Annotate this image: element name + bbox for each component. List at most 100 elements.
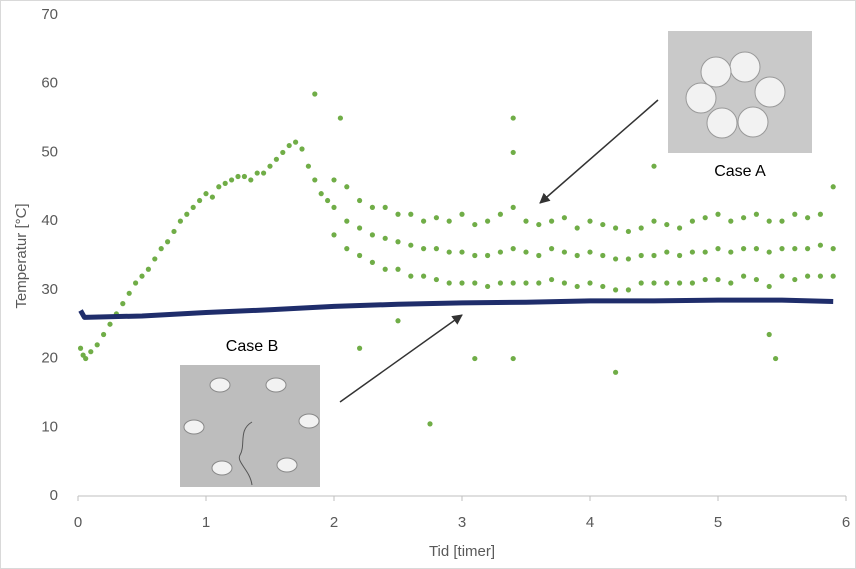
arrow xyxy=(339,314,463,403)
point xyxy=(753,246,760,252)
point xyxy=(817,273,824,279)
point xyxy=(171,228,177,235)
point xyxy=(773,355,779,362)
point xyxy=(357,225,363,231)
point xyxy=(638,280,644,286)
point xyxy=(408,273,414,279)
y-tick-label: 10 xyxy=(41,418,58,435)
x-axis-title: Tid [timer] xyxy=(429,543,495,560)
point xyxy=(600,221,606,228)
point xyxy=(600,252,606,259)
point xyxy=(766,249,772,255)
point xyxy=(273,156,279,162)
point xyxy=(357,252,363,259)
point xyxy=(83,355,89,362)
x-tick-label: 1 xyxy=(202,514,210,531)
point xyxy=(523,218,529,224)
plot-area: 0 10 20 30 40 50 60 70 0 1 2 3 4 5 6 xyxy=(41,6,850,531)
point xyxy=(715,276,721,283)
point xyxy=(485,218,491,224)
annotation: Case B xyxy=(226,338,278,355)
point xyxy=(677,225,683,231)
point xyxy=(741,215,747,221)
point xyxy=(190,204,196,210)
series-line xyxy=(78,297,834,320)
point xyxy=(254,170,260,176)
y-tick-label: 60 xyxy=(41,75,58,92)
point xyxy=(574,283,580,290)
point xyxy=(126,290,132,296)
point xyxy=(574,225,580,231)
point xyxy=(472,252,478,259)
point xyxy=(446,218,452,224)
point xyxy=(421,218,427,224)
point xyxy=(408,211,414,217)
point xyxy=(446,249,452,255)
point xyxy=(536,252,542,259)
point xyxy=(587,280,593,286)
x-tick-label: 6 xyxy=(842,514,850,531)
point xyxy=(689,280,696,286)
point xyxy=(77,345,84,351)
point xyxy=(369,204,375,210)
point xyxy=(536,280,542,286)
y-tick-label: 50 xyxy=(41,143,58,160)
point xyxy=(152,256,158,262)
point xyxy=(395,211,401,217)
point xyxy=(331,232,337,238)
point xyxy=(357,345,363,351)
point xyxy=(177,218,183,224)
point xyxy=(222,180,228,186)
point xyxy=(779,273,785,279)
point xyxy=(779,218,785,224)
point xyxy=(497,280,503,286)
x-tick-label: 4 xyxy=(586,514,594,531)
point xyxy=(664,280,670,286)
point xyxy=(792,211,798,217)
y-tick-label: 0 xyxy=(50,487,58,504)
point xyxy=(248,177,254,183)
point xyxy=(267,163,273,169)
point xyxy=(133,280,139,286)
point xyxy=(427,421,433,427)
point xyxy=(472,221,478,228)
point xyxy=(433,276,439,283)
point xyxy=(88,349,94,355)
y-tick-label: 70 xyxy=(41,6,58,23)
point xyxy=(459,249,465,255)
point xyxy=(741,246,747,252)
point xyxy=(651,252,657,259)
point xyxy=(830,246,836,252)
point xyxy=(613,256,619,262)
point xyxy=(312,91,318,97)
point xyxy=(613,225,619,231)
point xyxy=(766,283,772,290)
point xyxy=(216,184,222,190)
point xyxy=(229,177,235,183)
point xyxy=(472,280,478,286)
point xyxy=(753,211,760,217)
point xyxy=(331,177,337,183)
x-tick-label: 2 xyxy=(330,514,338,531)
point xyxy=(382,266,388,272)
point xyxy=(779,246,785,252)
y-axis-title: Temperatur [°C] xyxy=(13,203,30,308)
point xyxy=(817,211,824,217)
point xyxy=(421,273,427,279)
point xyxy=(651,218,657,224)
point xyxy=(625,287,632,293)
point xyxy=(728,249,734,255)
point xyxy=(625,228,632,235)
x-tick-label: 0 xyxy=(74,514,82,531)
point xyxy=(331,204,337,210)
point xyxy=(184,211,190,217)
point xyxy=(561,249,568,255)
point xyxy=(702,276,708,283)
point xyxy=(651,280,657,286)
photo-case-a xyxy=(668,31,812,153)
point xyxy=(689,249,696,255)
point xyxy=(497,211,503,217)
point xyxy=(728,280,734,286)
point xyxy=(805,273,811,279)
